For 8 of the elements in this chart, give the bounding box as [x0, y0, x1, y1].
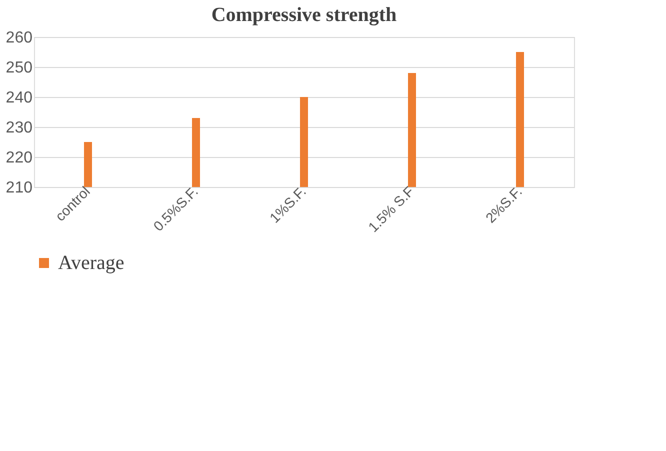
y-tick-label: 240 [6, 90, 33, 106]
legend-label: Average [58, 252, 124, 274]
y-tick-label: 230 [6, 120, 33, 136]
chart-title: Compressive strength [211, 4, 397, 26]
y-tick-label: 250 [6, 60, 33, 76]
y-tick-label: 220 [6, 150, 33, 166]
y-tick-label: 260 [6, 30, 33, 46]
y-tick-label: 210 [6, 180, 33, 196]
